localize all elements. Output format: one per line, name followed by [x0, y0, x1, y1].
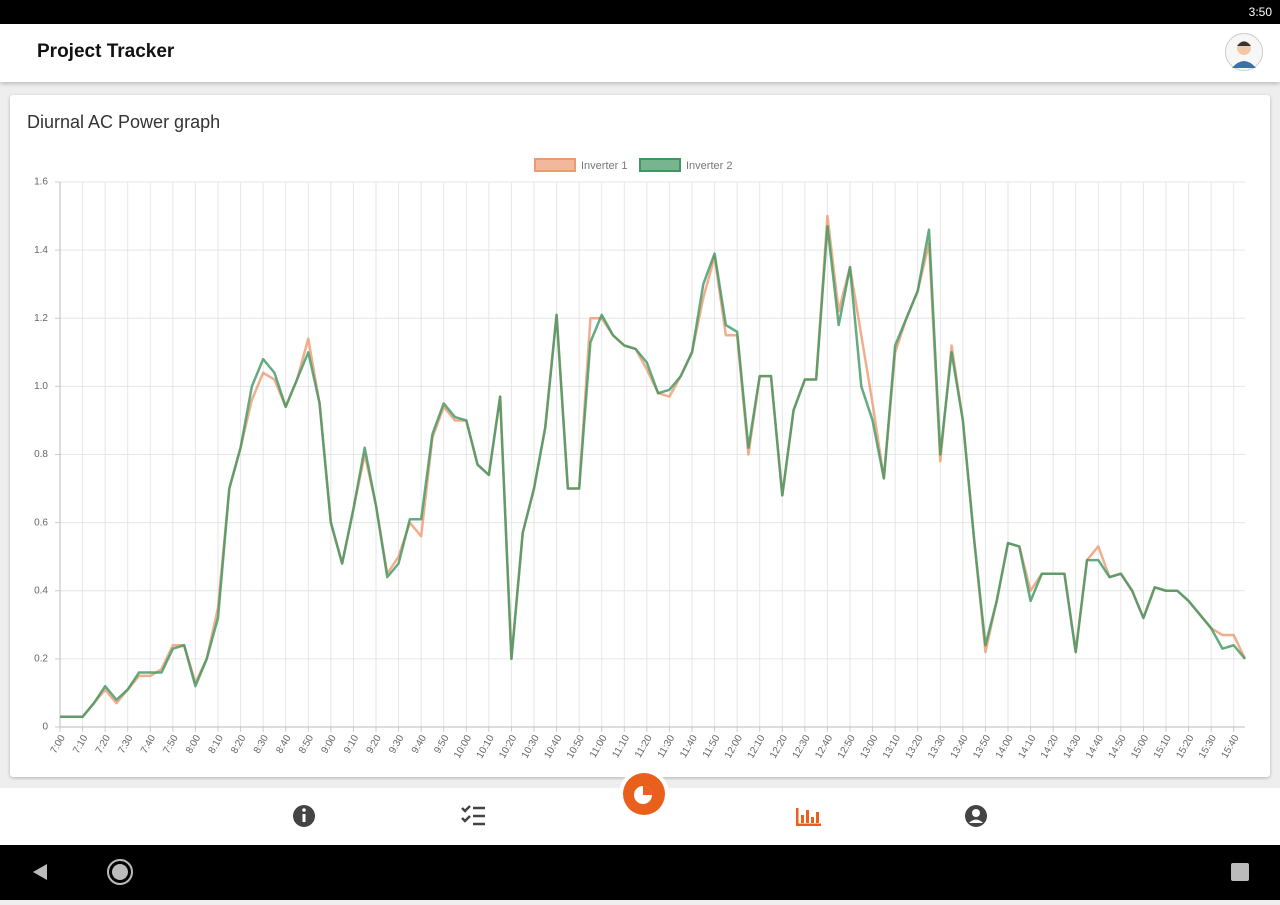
x-tick-label: 7:10 [71, 733, 90, 756]
x-tick-label: 11:30 [656, 733, 678, 760]
x-tick-label: 10:50 [565, 733, 587, 761]
x-tick-label: 15:00 [1129, 733, 1151, 761]
y-tick-label: 1.6 [34, 177, 48, 188]
x-tick-label: 9:50 [432, 733, 451, 756]
x-tick-label: 11:50 [701, 733, 723, 760]
info-icon[interactable] [293, 805, 315, 827]
x-tick-label: 10:10 [475, 733, 497, 761]
x-tick-label: 8:20 [229, 733, 248, 756]
x-tick-label: 13:40 [949, 733, 971, 761]
x-tick-label: 9:30 [387, 733, 406, 756]
x-tick-label: 12:20 [768, 733, 790, 761]
x-tick-label: 13:30 [926, 733, 948, 761]
x-tick-label: 14:50 [1107, 733, 1129, 761]
status-time: 3:50 [1248, 5, 1272, 19]
checklist-icon[interactable] [461, 805, 485, 826]
status-bar: 3:50 [0, 0, 1280, 24]
x-tick-label: 7:00 [49, 733, 68, 756]
x-tick-label: 11:40 [678, 733, 700, 760]
y-tick-label: 0.4 [34, 585, 48, 596]
app-bar: Project Tracker [0, 24, 1280, 82]
x-tick-label: 9:00 [319, 733, 338, 756]
x-tick-label: 10:30 [520, 733, 542, 761]
x-tick-label: 12:00 [723, 733, 745, 761]
y-tick-label: 0.2 [34, 654, 48, 665]
x-tick-label: 13:10 [881, 733, 903, 761]
nav-icons [293, 805, 987, 827]
y-tick-label: 0.6 [34, 517, 48, 528]
x-tick-label: 7:40 [139, 733, 158, 756]
x-tick-label: 8:30 [252, 733, 271, 756]
x-tick-label: 14:30 [1062, 733, 1084, 761]
x-tick-label: 11:10 [610, 733, 632, 760]
y-tick-label: 1.0 [34, 381, 48, 392]
y-tick-label: 0.8 [34, 449, 48, 460]
x-tick-label: 11:00 [588, 733, 610, 760]
x-tick-label: 13:20 [904, 733, 926, 761]
legend-swatch [639, 158, 681, 172]
back-button[interactable] [33, 864, 47, 880]
x-tick-label: 14:10 [1016, 733, 1038, 761]
home-dot [112, 864, 128, 880]
home-button[interactable] [107, 859, 133, 885]
y-tick-label: 1.2 [34, 313, 48, 324]
app-title: Project Tracker [37, 41, 175, 62]
y-tick-label: 0 [42, 722, 48, 733]
x-tick-label: 12:30 [791, 733, 813, 761]
x-tick-label: 9:40 [410, 733, 429, 756]
x-tick-label: 15:20 [1174, 733, 1196, 761]
x-tick-label: 15:30 [1197, 733, 1219, 761]
x-tick-label: 14:40 [1084, 733, 1106, 761]
x-tick-label: 15:40 [1220, 733, 1242, 761]
avatar[interactable] [1225, 33, 1263, 71]
x-tick-label: 8:10 [207, 733, 226, 756]
x-tick-label: 8:50 [297, 733, 316, 756]
x-tick-label: 11:20 [633, 733, 655, 760]
x-tick-label: 8:00 [184, 733, 203, 756]
avatar-icon [1232, 41, 1256, 68]
chart-card: Diurnal AC Power graph 0 0.2 0.4 0.6 0.8 1.0 1… [10, 95, 1270, 777]
series-line [60, 214, 1247, 719]
account-icon[interactable] [965, 805, 987, 827]
x-tick-label: 12:40 [813, 733, 835, 761]
legend-label: Inverter 2 [686, 160, 732, 172]
x-tick-label: 9:20 [365, 733, 384, 756]
x-tick-label: 14:20 [1039, 733, 1061, 761]
x-tick-label: 12:10 [746, 733, 768, 761]
x-tick-label: 7:50 [161, 733, 180, 756]
legend-label: Inverter 1 [581, 160, 627, 172]
x-tick-label: 10:20 [497, 733, 519, 761]
system-nav-icons [33, 859, 1249, 885]
y-tick-label: 1.4 [34, 245, 48, 256]
x-tick-label: 10:40 [542, 733, 564, 761]
x-tick-label: 7:30 [116, 733, 135, 756]
legend-swatch [534, 158, 576, 172]
x-tick-label: 12:50 [836, 733, 858, 761]
x-tick-label: 8:40 [274, 733, 293, 756]
series-line [60, 225, 1246, 719]
x-tick-label: 10:00 [452, 733, 474, 761]
chart-title: Diurnal AC Power graph [27, 112, 220, 132]
chart: Diurnal AC Power graph 0 0.2 0.4 0.6 0.8 1.0 1… [27, 112, 1247, 761]
system-nav-bar [0, 845, 1280, 900]
x-tick-label: 14:00 [994, 733, 1016, 761]
recents-button[interactable] [1231, 863, 1249, 881]
chart-icon[interactable] [796, 808, 821, 826]
fab[interactable] [618, 768, 670, 820]
x-tick-label: 15:10 [1152, 733, 1174, 761]
x-tick-label: 13:50 [971, 733, 993, 761]
x-tick-label: 7:20 [94, 733, 113, 756]
x-tick-label: 13:00 [858, 733, 880, 761]
x-tick-label: 9:10 [342, 733, 361, 756]
